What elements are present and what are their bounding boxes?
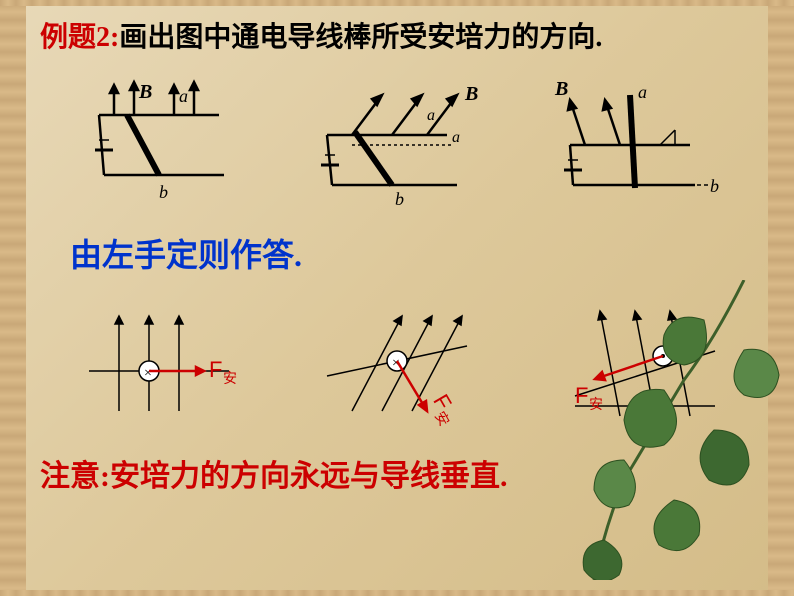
label-b: b xyxy=(159,182,168,202)
label-b: b xyxy=(395,189,404,209)
answer-diagrams-row: × F 安 × F xyxy=(40,301,754,431)
label-a: a xyxy=(638,82,647,102)
example-title: 例题2:画出图中通电导线棒所受安培力的方向. xyxy=(40,15,754,55)
force-label-F: F xyxy=(209,357,222,382)
problem-diagram-3: B a b xyxy=(535,70,735,210)
label-a: a xyxy=(427,107,435,124)
label-a2: a xyxy=(452,129,460,146)
title-prefix: 例题2: xyxy=(40,22,119,53)
label-B: B xyxy=(138,81,152,103)
force-label-F: F xyxy=(575,383,588,408)
label-B: B xyxy=(554,78,568,100)
title-text: 画出图中通电导线棒所受安培力的方向. xyxy=(119,22,602,53)
label-b: b xyxy=(710,176,719,196)
slide-content: 例题2:画出图中通电导线棒所受安培力的方向. B a b xyxy=(0,0,794,596)
force-label-sub: 安 xyxy=(589,396,603,412)
label-a: a xyxy=(179,86,188,106)
answer-diagram-1: × F 安 xyxy=(59,301,259,431)
answer-diagram-3: F 安 xyxy=(535,301,735,431)
svg-text:×: × xyxy=(144,366,152,381)
instruction-text: 由左手定则作答. xyxy=(70,230,754,276)
answer-diagram-2: × F 安 xyxy=(297,301,497,431)
problem-diagram-2: B a a b xyxy=(297,70,497,210)
label-B: B xyxy=(464,83,478,105)
force-label-sub: 安 xyxy=(223,370,237,386)
problem-diagrams-row: B a b B a a b xyxy=(40,70,754,210)
problem-diagram-1: B a b xyxy=(59,70,259,210)
note-text: 注意:安培力的方向永远与导线垂直. xyxy=(40,451,754,495)
